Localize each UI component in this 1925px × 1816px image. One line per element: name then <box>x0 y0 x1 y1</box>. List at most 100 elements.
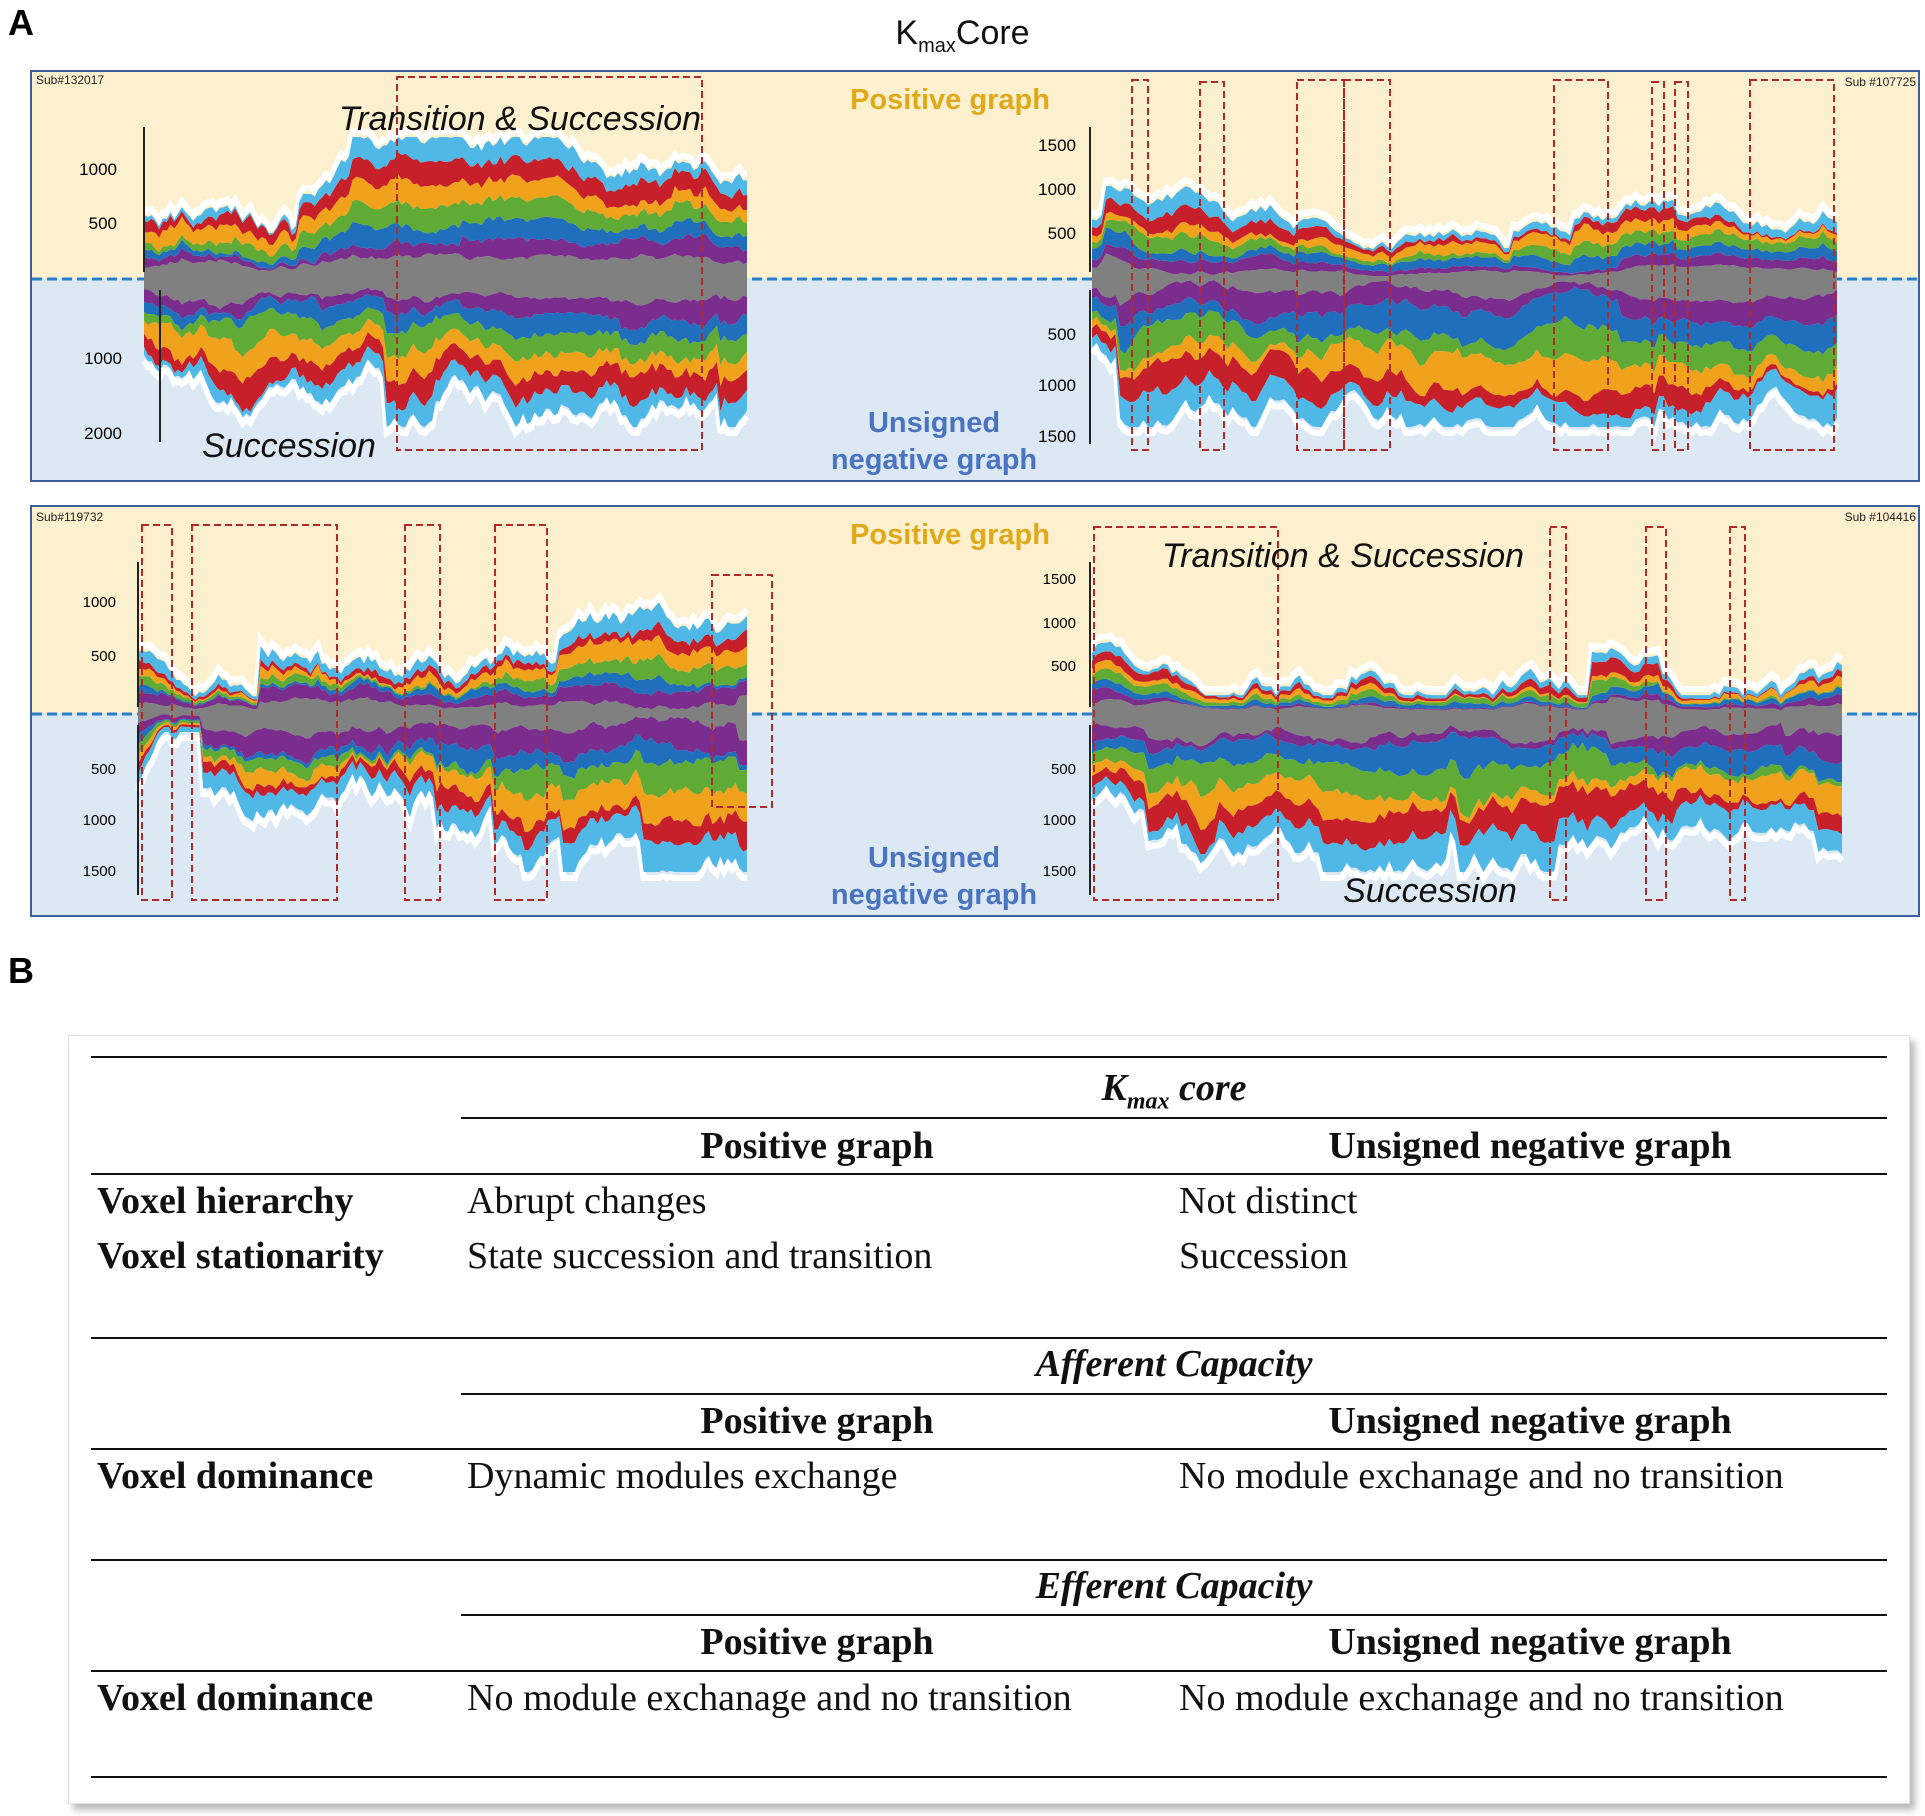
highlight-box <box>1645 526 1667 901</box>
area-outline <box>135 735 747 882</box>
highlight-box <box>191 524 338 901</box>
positive-area-layer <box>138 679 747 710</box>
positive-area-layer <box>144 216 747 270</box>
tick-label: 1000 <box>1038 376 1076 395</box>
tick-label: 1000 <box>83 594 116 611</box>
summary-table-card: Kmax core Positive graph Unsigned negati… <box>68 1035 1910 1804</box>
table-rule <box>91 1056 1887 1058</box>
tick-label: 1500 <box>83 863 116 880</box>
area-layers <box>1089 176 1840 442</box>
chart-row-1-svg: Sub#132017 1000 500 1000 2000 Transition… <box>32 72 1918 480</box>
tick-label: 1000 <box>79 160 117 179</box>
subject-label: Sub#132017 <box>36 73 104 87</box>
negative-area-layer <box>1092 712 1842 747</box>
table-rule <box>91 1776 1887 1778</box>
annotation-succession: Succession <box>202 427 376 465</box>
area-outline <box>141 359 750 439</box>
positive-area-layer <box>1092 687 1842 711</box>
col-header-positive: Positive graph <box>700 1125 934 1167</box>
highlight-box <box>1296 79 1345 451</box>
negative-area-layer <box>138 724 747 852</box>
col-header-negative: Unsigned negative graph <box>1328 1400 1732 1442</box>
positive-graph-label: Positive graph <box>850 84 1050 116</box>
row-label: Voxel dominance <box>97 1455 374 1497</box>
negative-area-layer <box>1092 742 1842 818</box>
chart-row-2-svg: Sub#119732 1000 500 500 1000 1500 Positi… <box>32 507 1918 915</box>
table-rule <box>91 1337 1887 1339</box>
negative-area-layer <box>1092 766 1842 855</box>
positive-area-layer <box>138 671 747 707</box>
table-rule <box>91 1448 1887 1450</box>
negative-area-layer <box>138 714 747 766</box>
positive-area-layer <box>144 233 747 271</box>
highlight-box <box>1093 526 1279 901</box>
tick-label: 1000 <box>83 812 116 829</box>
highlight-box <box>404 524 441 901</box>
positive-area-layer <box>144 253 747 277</box>
panel-letter-b: B <box>8 950 34 991</box>
positive-area-layer <box>1092 211 1837 265</box>
row-label: Voxel stationarity <box>97 1235 384 1277</box>
tick-label: 1500 <box>1043 571 1076 588</box>
highlight-box <box>396 76 703 451</box>
tick-label: 500 <box>91 648 116 665</box>
positive-area-layer <box>1092 197 1837 258</box>
tick-label: 500 <box>1051 761 1076 778</box>
annotation-transition-succession: Transition & Succession <box>1162 537 1524 575</box>
tick-label: 1500 <box>1043 863 1076 880</box>
highlight-box <box>1553 79 1609 451</box>
positive-area-layer <box>1092 185 1837 253</box>
row-value-positive: Abrupt changes <box>467 1180 707 1222</box>
dashed-boxes <box>1093 526 1746 901</box>
negative-area-layer <box>1092 286 1837 355</box>
negative-area-layer <box>1092 280 1837 328</box>
chart-sub104416: Sub #104416 1500 1000 500 500 1000 1500 … <box>1043 510 1917 910</box>
negative-area-layer <box>144 332 747 413</box>
positive-area-layer <box>138 695 747 712</box>
tick-label: 1000 <box>1043 812 1076 829</box>
row-value-negative: Not distinct <box>1179 1180 1358 1222</box>
highlight-box <box>1343 79 1391 451</box>
table-rule <box>91 1670 1887 1672</box>
table-rule <box>91 1559 1887 1561</box>
col-header-positive: Positive graph <box>700 1621 934 1663</box>
negative-area-layer <box>1092 732 1842 783</box>
negative-graph-label-line1: Unsigned <box>868 842 1000 874</box>
chart-box-top: Sub#132017 1000 500 1000 2000 Transition… <box>30 70 1920 482</box>
table-rule <box>461 1117 1887 1119</box>
table-rule <box>461 1393 1887 1395</box>
row-label: Voxel hierarchy <box>97 1180 354 1222</box>
section-title-kmax-core: Kmax core <box>1101 1067 1247 1115</box>
dashed-boxes <box>396 76 703 451</box>
row-value-positive: Dynamic modules exchange <box>467 1455 898 1497</box>
tick-label: 500 <box>91 761 116 778</box>
negative-area-layer <box>144 318 747 387</box>
row-value-positive: No module exchanage and no transition <box>467 1677 1072 1719</box>
dashed-boxes <box>1131 79 1835 451</box>
area-layers <box>135 591 750 882</box>
panel-letter-a: A <box>8 2 34 43</box>
section-title-afferent: Afferent Capacity <box>1035 1343 1313 1385</box>
row-value-negative: Succession <box>1179 1235 1348 1277</box>
positive-area-layer <box>144 174 747 257</box>
row-value-negative: No module exchanage and no transition <box>1179 1677 1784 1719</box>
positive-area-layer <box>138 621 747 702</box>
negative-area-layer <box>144 346 747 427</box>
positive-area-layer <box>1092 651 1842 703</box>
table-rule <box>461 1614 1887 1616</box>
positive-area-layer <box>144 194 747 265</box>
positive-area-layer <box>1092 668 1842 708</box>
chart-sub119732: Sub#119732 1000 500 500 1000 1500 Positi… <box>36 510 1050 911</box>
area-outline <box>1090 785 1844 885</box>
positive-graph-label: Positive graph <box>850 519 1050 551</box>
figure-title: KmaxCore <box>895 14 1030 57</box>
tick-label: 500 <box>1048 325 1076 344</box>
tick-label: 1000 <box>1043 615 1076 632</box>
area-outline <box>138 591 750 695</box>
highlight-box <box>1749 79 1835 451</box>
negative-area-layer <box>1092 333 1837 427</box>
highlight-box <box>1549 526 1567 901</box>
tick-label: 1500 <box>1038 427 1076 446</box>
positive-area-layer <box>138 653 747 706</box>
negative-graph-label-line1: Unsigned <box>868 407 1000 439</box>
